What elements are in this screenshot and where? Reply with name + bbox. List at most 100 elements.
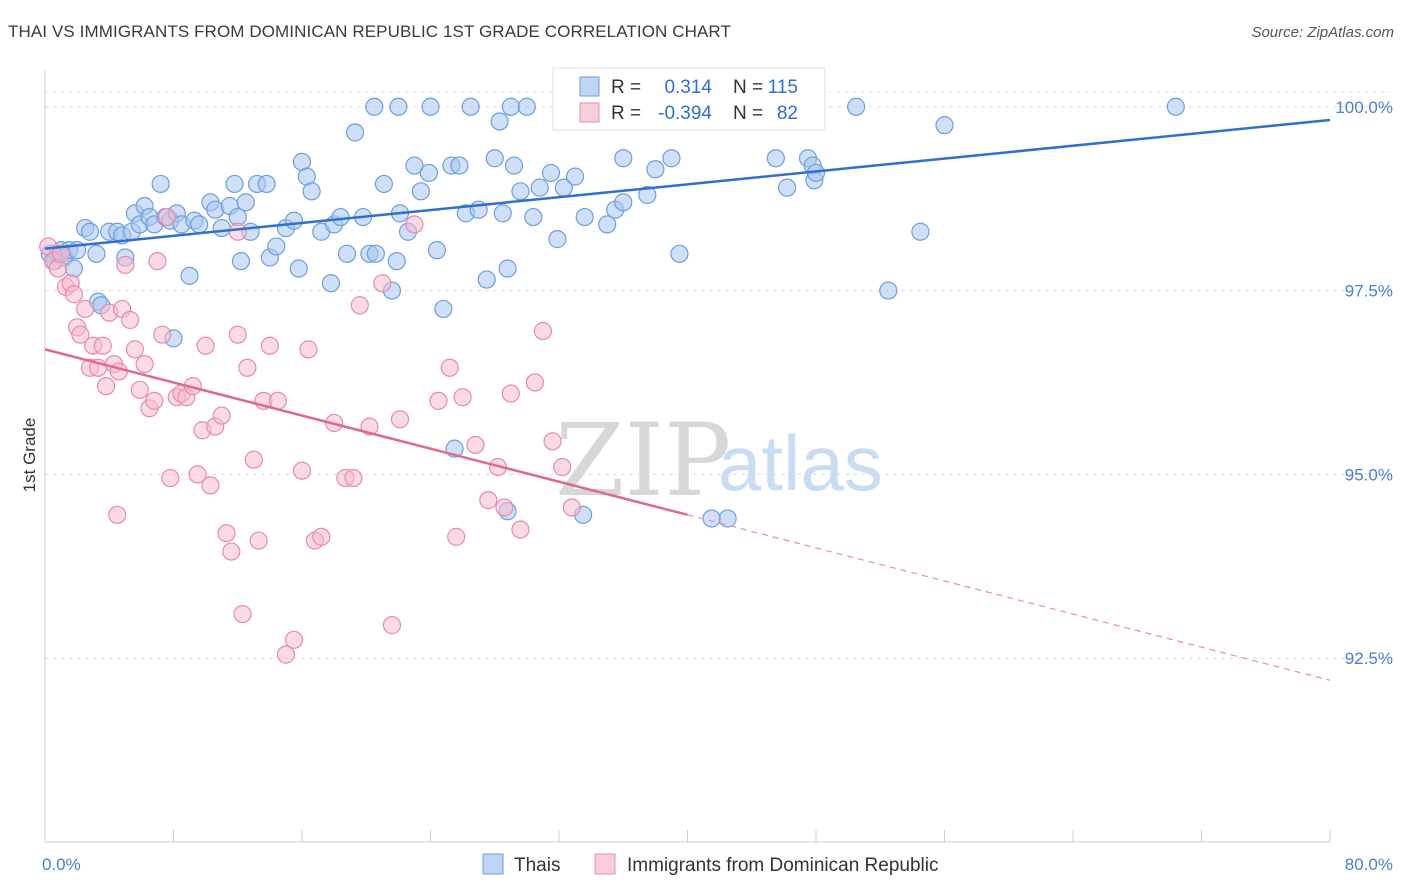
point-dominican bbox=[562, 498, 581, 517]
legend-r-label-thais: R = bbox=[611, 77, 641, 98]
point-dominican bbox=[525, 373, 545, 392]
point-dominican bbox=[153, 325, 172, 344]
point-dominican bbox=[161, 468, 180, 488]
y-tick-labels: 92.5% 95.0% 97.5% 100.0% bbox=[1335, 98, 1393, 668]
watermark-zip: ZIP bbox=[555, 402, 731, 519]
series-legend-label-thais: Thais bbox=[514, 855, 560, 876]
point-thais bbox=[427, 241, 447, 260]
point-thais bbox=[879, 281, 898, 300]
point-dominican bbox=[260, 336, 279, 355]
y-tick-label: 92.5% bbox=[1345, 649, 1393, 668]
point-dominican bbox=[93, 336, 112, 355]
source-credit: Source: ZipAtlas.com bbox=[1251, 24, 1394, 41]
point-thais bbox=[614, 149, 633, 168]
point-thais bbox=[702, 509, 721, 528]
point-dominican bbox=[440, 358, 459, 377]
chart-title: THAI VS IMMIGRANTS FROM DOMINICAN REPUBL… bbox=[8, 22, 731, 41]
y-tick-label: 97.5% bbox=[1345, 282, 1393, 301]
legend-swatch-dominican bbox=[579, 102, 600, 123]
point-thais bbox=[231, 252, 251, 271]
stats-legend: R = 0.314 N = 115 R = -0.394 N = 82 bbox=[552, 67, 826, 131]
legend-r-value-thais: 0.314 bbox=[664, 77, 712, 98]
point-dominican bbox=[284, 630, 304, 649]
point-dominican bbox=[238, 358, 257, 377]
point-dominican bbox=[71, 325, 90, 344]
point-dominican bbox=[466, 435, 485, 455]
trend-line-dominican bbox=[44, 348, 688, 517]
point-dominican bbox=[299, 340, 318, 359]
point-dominican bbox=[511, 520, 530, 539]
point-dominican bbox=[350, 296, 369, 315]
point-thais bbox=[477, 270, 496, 289]
point-thais bbox=[548, 230, 567, 249]
point-dominican bbox=[228, 325, 247, 344]
point-dominican bbox=[222, 542, 241, 561]
point-thais bbox=[267, 237, 286, 256]
trend-lines bbox=[44, 118, 1331, 681]
trend-line-thais bbox=[44, 118, 1331, 250]
point-dominican bbox=[157, 207, 177, 227]
point-thais bbox=[638, 185, 657, 205]
point-thais bbox=[935, 116, 954, 135]
x-tick-labels: 0.0% 80.0% bbox=[42, 855, 1393, 874]
series-legend-label-dominican: Immigrants from Dominican Republic bbox=[627, 855, 939, 876]
series-legend-swatch-dominican bbox=[594, 853, 616, 875]
point-dominican bbox=[543, 432, 562, 451]
point-dominican bbox=[429, 391, 448, 410]
point-dominican bbox=[292, 461, 312, 480]
legend-n-label-dominican: N = bbox=[733, 103, 763, 124]
point-dominican bbox=[109, 362, 128, 381]
point-thais bbox=[257, 174, 276, 194]
point-thais bbox=[646, 160, 665, 179]
point-thais bbox=[302, 182, 321, 201]
x-tick-label: 80.0% bbox=[1345, 855, 1393, 874]
point-thais bbox=[374, 174, 394, 194]
point-thais bbox=[504, 156, 524, 175]
point-thais bbox=[434, 299, 453, 319]
point-dominican bbox=[447, 527, 466, 546]
point-dominican bbox=[390, 410, 410, 429]
point-dominican bbox=[64, 285, 84, 304]
point-thais bbox=[289, 259, 308, 278]
point-thais bbox=[575, 207, 594, 227]
point-thais bbox=[490, 112, 509, 131]
point-thais bbox=[524, 207, 543, 227]
point-thais bbox=[331, 207, 350, 227]
point-thais bbox=[450, 156, 469, 175]
point-dominican bbox=[76, 299, 95, 319]
point-dominican bbox=[217, 524, 236, 543]
point-dominican bbox=[453, 388, 472, 407]
point-thais bbox=[541, 163, 561, 183]
point-thais bbox=[405, 156, 424, 175]
point-dominican bbox=[228, 222, 247, 241]
point-dominican bbox=[382, 616, 402, 635]
point-thais bbox=[598, 215, 617, 234]
point-thais bbox=[87, 244, 106, 263]
point-dominican bbox=[312, 527, 331, 546]
point-dominican bbox=[405, 215, 424, 234]
point-dominican bbox=[125, 340, 145, 359]
point-thais bbox=[911, 222, 930, 241]
point-thais bbox=[670, 244, 689, 263]
point-thais bbox=[80, 222, 100, 241]
point-dominican bbox=[48, 259, 67, 278]
series-legend-swatch-thais bbox=[482, 853, 504, 875]
point-thais bbox=[225, 174, 244, 194]
point-dominican bbox=[148, 252, 167, 271]
point-dominican bbox=[130, 380, 149, 399]
y-tick-label: 95.0% bbox=[1345, 465, 1393, 484]
point-thais bbox=[366, 244, 385, 263]
point-thais bbox=[493, 204, 512, 223]
point-dominican bbox=[501, 384, 520, 403]
point-dominican bbox=[201, 476, 220, 495]
y-axis-label: 1st Grade bbox=[20, 418, 39, 493]
point-thais bbox=[321, 274, 341, 293]
point-dominican bbox=[51, 244, 71, 263]
point-thais bbox=[662, 149, 681, 168]
point-thais bbox=[345, 123, 365, 142]
point-thais bbox=[530, 178, 549, 197]
point-thais bbox=[1166, 97, 1185, 116]
watermark-atlas: atlas bbox=[718, 419, 883, 507]
point-thais bbox=[212, 218, 231, 238]
legend-swatch-thais bbox=[579, 76, 600, 97]
